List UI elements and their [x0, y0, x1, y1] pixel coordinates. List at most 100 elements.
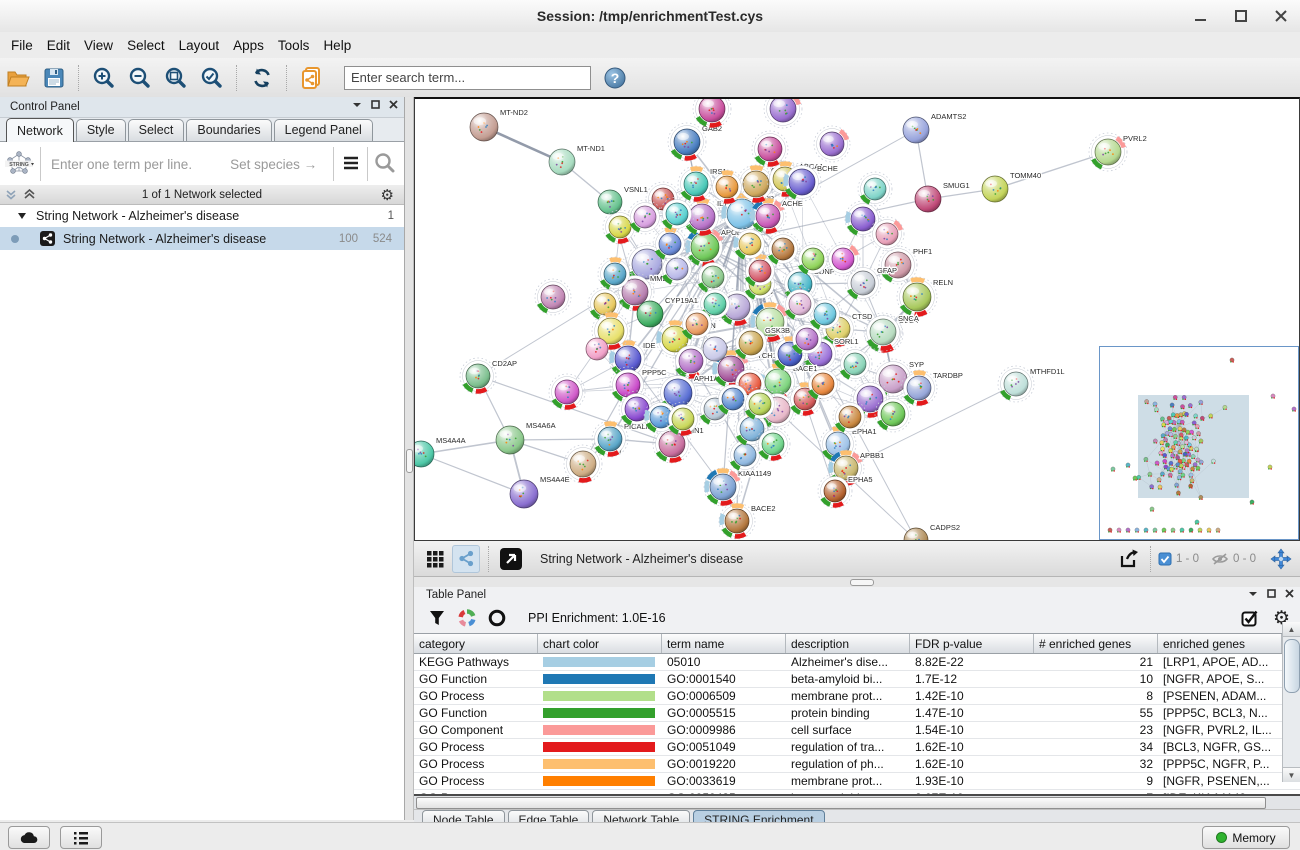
- birds-eye-toggle-icon[interactable]: [1270, 548, 1292, 570]
- node-RELN[interactable]: RELN: [896, 276, 954, 318]
- share-network-icon[interactable]: [452, 544, 480, 573]
- node[interactable]: [597, 256, 633, 292]
- node[interactable]: [627, 199, 663, 235]
- node[interactable]: [534, 278, 572, 316]
- table-horizontal-scrollbar[interactable]: [414, 796, 1300, 810]
- zoom-fit-button[interactable]: [160, 62, 192, 94]
- node-MT-ND2[interactable]: MT-ND2: [469, 107, 529, 142]
- table-row[interactable]: GO Process GO:0051049 regulation of tra...…: [414, 739, 1300, 756]
- node-GSK3B[interactable]: GSK3B: [732, 324, 791, 362]
- node-SMUG1[interactable]: SMUG1: [914, 180, 971, 213]
- node[interactable]: [742, 253, 778, 289]
- export-network-icon[interactable]: [1116, 546, 1142, 572]
- node[interactable]: [789, 321, 825, 357]
- node[interactable]: [869, 216, 905, 252]
- panel-close-icon[interactable]: [1285, 589, 1294, 598]
- menu-edit[interactable]: Edit: [46, 37, 71, 53]
- node[interactable]: [751, 130, 789, 168]
- table-row[interactable]: GO Process GO:0006509 membrane prot... 1.42…: [414, 688, 1300, 705]
- string-search-icon[interactable]: [374, 152, 396, 174]
- menu-select[interactable]: Select: [127, 37, 165, 53]
- menu-apps[interactable]: Apps: [233, 37, 264, 53]
- column-header[interactable]: # enriched genes: [1034, 634, 1158, 653]
- scrollbar-thumb[interactable]: [416, 797, 1266, 809]
- node[interactable]: [643, 399, 679, 435]
- node-ACHE[interactable]: ACHE: [749, 197, 804, 235]
- expand-all-icon[interactable]: [23, 189, 36, 201]
- menu-view[interactable]: View: [84, 37, 114, 53]
- menu-layout[interactable]: Layout: [178, 37, 220, 53]
- tab-select[interactable]: Select: [127, 119, 185, 141]
- splitter-grip[interactable]: [406, 449, 413, 473]
- menu-help[interactable]: Help: [323, 37, 352, 53]
- node[interactable]: [602, 209, 638, 245]
- node-CD2AP[interactable]: CD2AP: [459, 357, 518, 395]
- grid-view-icon[interactable]: [422, 546, 448, 572]
- tab-style[interactable]: Style: [75, 119, 126, 141]
- node-EPHA5[interactable]: EPHA5: [817, 473, 874, 509]
- node[interactable]: [548, 373, 586, 411]
- node[interactable]: [850, 379, 890, 419]
- node[interactable]: [844, 200, 882, 238]
- vertical-splitter[interactable]: [405, 97, 414, 820]
- node-MS4A4E[interactable]: MS4A4E: [509, 474, 571, 509]
- node[interactable]: [585, 337, 609, 361]
- node[interactable]: [695, 259, 731, 295]
- tree-expand-caret-icon[interactable]: [17, 211, 27, 220]
- node-GFAP[interactable]: GFAP: [844, 264, 898, 302]
- menu-tools[interactable]: Tools: [277, 37, 310, 53]
- node-PICALM[interactable]: PICALM: [591, 420, 653, 458]
- memory-button[interactable]: Memory: [1202, 826, 1290, 849]
- network-row[interactable]: String Network - Alzheimer's disease 100…: [0, 227, 404, 250]
- string-options-menu-icon[interactable]: [342, 155, 360, 171]
- search-input[interactable]: [344, 65, 591, 90]
- zoom-out-button[interactable]: [124, 62, 156, 94]
- node[interactable]: [659, 196, 695, 232]
- scroll-down-arrow[interactable]: ▼: [1283, 767, 1300, 782]
- node-TOMM40[interactable]: TOMM40: [981, 170, 1042, 203]
- node-MS4A4A[interactable]: MS4A4A: [415, 435, 467, 468]
- node[interactable]: [825, 241, 861, 277]
- set-species-hint[interactable]: Set species →: [230, 156, 318, 172]
- node[interactable]: [709, 169, 745, 205]
- close-button[interactable]: [1272, 7, 1290, 25]
- node[interactable]: [782, 286, 818, 322]
- node[interactable]: [702, 336, 728, 362]
- node-MME[interactable]: MME: [615, 272, 669, 312]
- column-header[interactable]: enriched genes: [1158, 634, 1282, 653]
- minimize-button[interactable]: [1192, 7, 1210, 25]
- refresh-button[interactable]: [246, 62, 278, 94]
- tab-network[interactable]: Network: [6, 118, 74, 142]
- table-vertical-scrollbar[interactable]: ▲ ▼: [1282, 622, 1300, 782]
- node[interactable]: [659, 251, 695, 287]
- node[interactable]: [763, 99, 803, 129]
- node-TARDBP[interactable]: TARDBP: [900, 369, 964, 407]
- collapse-all-icon[interactable]: [5, 189, 18, 201]
- panel-menu-icon[interactable]: [352, 101, 362, 109]
- annotation-mode-button[interactable]: [498, 546, 524, 572]
- node[interactable]: [755, 426, 791, 462]
- string-protein-query-selector[interactable]: STRING: [0, 147, 41, 181]
- settings-checkbox-icon[interactable]: [1241, 609, 1259, 627]
- node[interactable]: [732, 226, 768, 262]
- tab-legend-panel[interactable]: Legend Panel: [273, 119, 373, 141]
- node-MT-ND1[interactable]: MT-ND1: [548, 143, 606, 176]
- column-header[interactable]: FDR p-value: [910, 634, 1034, 653]
- node[interactable]: [805, 366, 841, 402]
- birds-eye-view[interactable]: [1099, 346, 1299, 540]
- maximize-button[interactable]: [1232, 7, 1250, 25]
- node-EPHA1[interactable]: EPHA1: [819, 425, 878, 463]
- node[interactable]: [742, 386, 778, 422]
- node[interactable]: [813, 125, 851, 163]
- scroll-up-arrow[interactable]: ▲: [1283, 622, 1300, 637]
- node[interactable]: [652, 226, 688, 262]
- node[interactable]: [807, 296, 843, 332]
- string-query-placeholder[interactable]: Enter one term per line.: [51, 156, 193, 172]
- node-BCHE[interactable]: BCHE: [782, 162, 839, 202]
- node[interactable]: [874, 395, 912, 433]
- open-session-button[interactable]: [2, 62, 34, 94]
- network-panel-gear-icon[interactable]: ⚙: [380, 187, 394, 204]
- node-VSNL1[interactable]: VSNL1: [597, 184, 649, 215]
- network-graph[interactable]: MT-ND2 MT-ND1 VSNL1 GAB2 ADAMTS2 PVRL2 SMUG1 TO…: [415, 99, 1299, 540]
- scrollbar-thumb[interactable]: [1284, 639, 1300, 693]
